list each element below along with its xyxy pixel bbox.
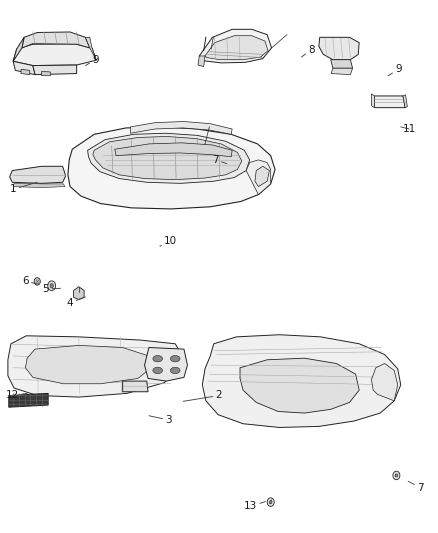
Polygon shape <box>25 345 150 384</box>
Circle shape <box>48 281 56 290</box>
Polygon shape <box>255 166 269 187</box>
Polygon shape <box>403 95 407 108</box>
Text: 9: 9 <box>85 55 99 66</box>
Polygon shape <box>331 68 353 75</box>
Text: 13: 13 <box>244 502 265 511</box>
Polygon shape <box>145 348 187 381</box>
Polygon shape <box>331 60 353 68</box>
Polygon shape <box>74 287 84 300</box>
Text: 1: 1 <box>10 182 37 194</box>
Text: 5: 5 <box>42 284 60 294</box>
Polygon shape <box>13 44 96 66</box>
Polygon shape <box>8 336 182 397</box>
Text: 11: 11 <box>401 124 416 134</box>
Text: 10: 10 <box>160 236 177 246</box>
Polygon shape <box>246 160 271 195</box>
Ellipse shape <box>170 356 180 362</box>
Text: 2: 2 <box>183 391 223 401</box>
Text: 4: 4 <box>67 297 85 308</box>
Text: 12: 12 <box>6 391 27 400</box>
Polygon shape <box>21 69 30 75</box>
Text: 3: 3 <box>149 415 172 425</box>
Polygon shape <box>115 143 232 157</box>
Text: 7: 7 <box>408 481 424 492</box>
Polygon shape <box>13 61 35 75</box>
Polygon shape <box>319 37 359 60</box>
Ellipse shape <box>153 356 162 362</box>
Polygon shape <box>371 364 398 401</box>
Text: 7: 7 <box>212 155 227 165</box>
Polygon shape <box>33 65 77 75</box>
Polygon shape <box>371 94 374 108</box>
Circle shape <box>50 284 53 288</box>
Polygon shape <box>9 393 48 407</box>
Polygon shape <box>374 96 405 108</box>
Polygon shape <box>10 166 66 183</box>
Text: 9: 9 <box>388 64 402 76</box>
Text: 6: 6 <box>22 277 39 286</box>
Polygon shape <box>42 71 50 76</box>
Polygon shape <box>93 136 242 180</box>
Circle shape <box>34 278 40 285</box>
Ellipse shape <box>170 367 180 374</box>
Polygon shape <box>199 29 272 63</box>
Polygon shape <box>85 37 96 60</box>
Circle shape <box>393 471 400 480</box>
Ellipse shape <box>153 367 162 374</box>
Polygon shape <box>22 32 90 48</box>
Polygon shape <box>68 127 275 209</box>
Circle shape <box>269 500 272 504</box>
Polygon shape <box>205 36 268 60</box>
Polygon shape <box>13 37 24 61</box>
Polygon shape <box>202 335 401 427</box>
Polygon shape <box>123 381 148 392</box>
Polygon shape <box>198 56 205 67</box>
Polygon shape <box>131 122 232 134</box>
Circle shape <box>395 474 398 477</box>
Text: 8: 8 <box>301 45 315 57</box>
Circle shape <box>267 498 274 506</box>
Polygon shape <box>240 358 359 413</box>
Polygon shape <box>88 133 250 183</box>
Polygon shape <box>13 183 65 188</box>
